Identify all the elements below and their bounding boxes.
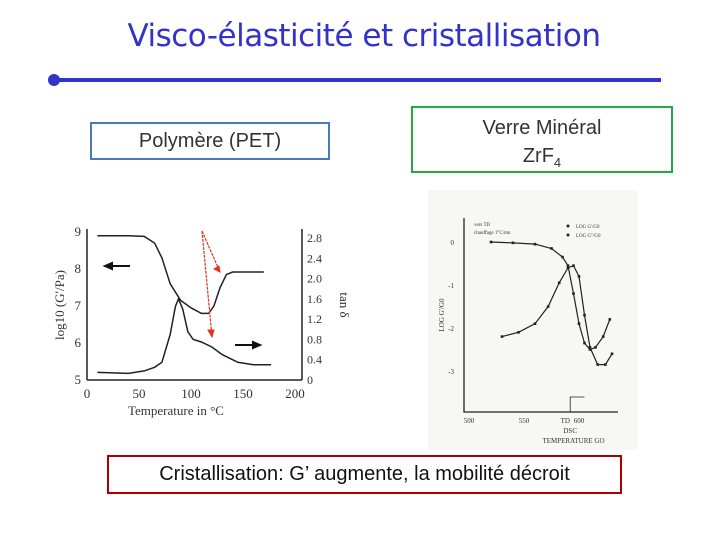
- data-point: [594, 346, 597, 349]
- title-bullet-dot: [48, 74, 60, 86]
- x-axis-title: Temperature in °C: [128, 403, 224, 418]
- y2-tick-label: 1.2: [307, 312, 322, 326]
- legend-marker: [566, 224, 570, 228]
- data-point: [572, 264, 575, 267]
- series-line-tan-delta: [97, 296, 272, 375]
- x-axis-title: TEMPERATURE GO: [542, 437, 604, 445]
- x-tick-label: 0: [84, 386, 91, 401]
- y2-tick-label: 2.8: [307, 231, 322, 245]
- data-point: [566, 266, 570, 270]
- annotation-text: chauffage 1°C/mn: [474, 231, 511, 236]
- data-point: [517, 331, 520, 334]
- slide-title: Visco-élasticité et cristallisation: [127, 18, 601, 54]
- axes-frame: [463, 218, 618, 413]
- annotation-text: vers TD: [474, 223, 491, 228]
- data-point: [546, 305, 550, 308]
- data-point: [566, 264, 570, 267]
- conclusion-text: Cristallisation: G’ augmente, la mobilit…: [159, 463, 570, 485]
- pet-label: Polymère (PET): [138, 130, 282, 152]
- x-tick-label: 50: [133, 386, 146, 401]
- data-point: [557, 281, 561, 285]
- data-point: [583, 341, 586, 345]
- pet-dma-chart: 0 50 100 150 200 5 6 7 8 9 0 0.4 0.8 1.2 1.6 2.0 2.4 2.8 T…: [52, 224, 350, 418]
- td-tick-label: TD: [561, 417, 570, 425]
- title-underline: [56, 78, 661, 82]
- data-point: [572, 292, 575, 295]
- legend-label: LOG G''/G0: [576, 234, 601, 239]
- formula-subscript: 4: [553, 155, 562, 170]
- y2-tick-label: 0.8: [307, 332, 322, 346]
- x-tick-label: 200: [285, 386, 305, 401]
- scan-background: [428, 190, 638, 450]
- data-point: [601, 335, 605, 338]
- data-point: [588, 346, 592, 349]
- zrf4-viscoelastic-chart: 500 550 600 TD DSC TEMPERATURE GO 0 -1 -2 -3 LOG G…: [428, 190, 638, 450]
- data-point: [583, 313, 586, 317]
- x-tick-label: 500: [464, 417, 475, 425]
- data-point: [533, 322, 537, 325]
- y-tick-label: -3: [448, 368, 454, 376]
- y2-axis-title: tan δ: [337, 292, 350, 317]
- data-point: [577, 275, 581, 278]
- y-tick-label: 0: [451, 239, 455, 247]
- x-tick-label: 600: [574, 417, 585, 425]
- red-arrowhead-icon: [207, 265, 221, 339]
- y-tick-label: 6: [75, 335, 82, 350]
- series-line-log-g: [97, 234, 264, 315]
- data-point: [577, 322, 581, 325]
- y-axis-title: LOG G'/G0: [438, 298, 446, 331]
- dsc-label: DSC: [563, 427, 577, 435]
- left-axis-arrow-icon: [102, 261, 130, 271]
- y-axis-title: log10 (G'/Pa): [52, 270, 67, 340]
- y2-tick-label: 1.6: [307, 292, 322, 306]
- data-point: [511, 241, 515, 245]
- data-point: [489, 240, 493, 244]
- y-tick-label: -2: [448, 325, 454, 333]
- verre-label-box: Verre Minéral ZrF4: [411, 106, 673, 173]
- data-point: [604, 363, 607, 366]
- y-tick-label: 7: [75, 298, 82, 313]
- y2-tick-label: 2.0: [307, 272, 322, 286]
- right-axis-arrow-icon: [235, 340, 263, 350]
- y-tick-label: 9: [75, 224, 82, 239]
- conclusion-box: Cristallisation: G’ augmente, la mobilit…: [107, 455, 622, 494]
- legend-label: LOG G'/G0: [576, 225, 600, 230]
- x-tick-label: 550: [519, 417, 530, 425]
- x-tick-label: 100: [181, 386, 201, 401]
- data-point: [588, 348, 592, 351]
- y-tick-label: 5: [75, 372, 82, 387]
- data-point: [610, 352, 614, 356]
- red-pointer-arrows: [201, 230, 221, 338]
- data-point: [533, 242, 537, 246]
- y-tick-label: 8: [75, 261, 82, 276]
- y2-tick-label: 2.4: [307, 251, 322, 265]
- pet-label-box: Polymère (PET): [90, 122, 330, 160]
- data-point: [550, 247, 553, 250]
- data-point: [561, 255, 564, 259]
- data-point: [500, 335, 504, 338]
- data-point: [596, 363, 599, 366]
- y2-tick-label: 0: [307, 373, 313, 387]
- verre-formula: ZrF4: [413, 142, 671, 177]
- td-marker: [569, 396, 585, 412]
- y2-tick-label: 0.4: [307, 353, 322, 367]
- legend-marker: [566, 233, 570, 237]
- verre-label: Verre Minéral: [482, 117, 602, 139]
- formula-base: ZrF: [522, 145, 554, 167]
- y-tick-label: -1: [448, 282, 454, 290]
- x-tick-label: 150: [233, 386, 253, 401]
- data-point: [608, 318, 612, 321]
